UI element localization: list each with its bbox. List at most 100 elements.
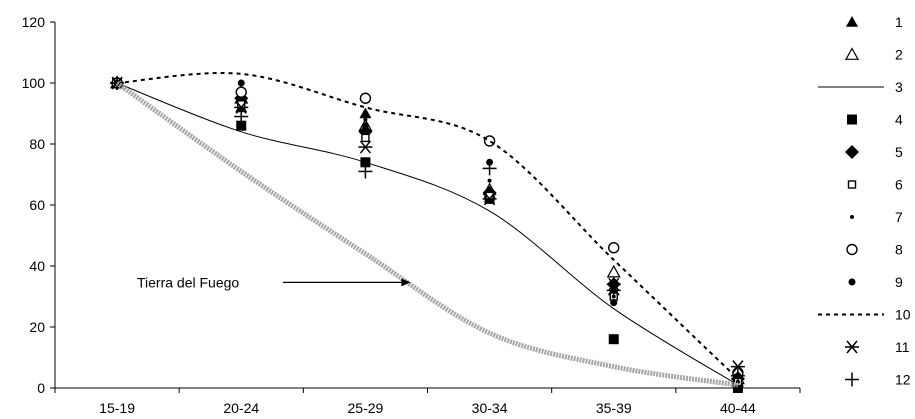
y-tick-label: 20	[29, 319, 45, 335]
data-point	[360, 157, 371, 168]
series-6	[112, 78, 743, 387]
x-tick-label: 40-44	[720, 400, 756, 416]
series-9	[113, 79, 742, 380]
legend-label: 10	[895, 307, 911, 323]
asterisk-stroke	[235, 100, 247, 114]
x-tick-label: 25-29	[348, 400, 384, 416]
legend-item-9: 9	[848, 274, 903, 290]
data-point	[234, 100, 249, 114]
series-4	[112, 78, 743, 393]
series-line	[117, 72, 739, 380]
x-tick-label: 30-34	[472, 400, 508, 416]
x-tick-label: 20-24	[223, 400, 259, 416]
legend-label: 12	[895, 372, 911, 388]
data-point	[608, 241, 620, 254]
legend-item-4: 4	[847, 112, 903, 128]
legend-marker	[846, 243, 858, 256]
legend-label: 3	[895, 79, 903, 95]
legend-item-11: 11	[845, 339, 910, 355]
legend-label: 7	[895, 209, 903, 225]
series-12	[110, 76, 745, 383]
data-point	[482, 161, 497, 176]
legend-marker	[847, 114, 857, 125]
series-5	[110, 76, 745, 386]
x-tick-label: 35-39	[596, 400, 632, 416]
series-11	[110, 76, 745, 374]
data-point	[363, 117, 368, 122]
data-point	[732, 383, 743, 393]
data-point	[361, 122, 369, 130]
data-point	[730, 368, 745, 383]
data-point	[358, 164, 373, 179]
axes: 0 20 40 60 80 100 120 15-19 20-24 25-29 30-34 35-39…	[22, 14, 801, 416]
series-3	[116, 82, 739, 386]
asterisk-stroke	[732, 360, 744, 374]
series-tierra-del-fuego	[115, 80, 739, 388]
legend-marker	[845, 372, 859, 387]
legend-label: 2	[895, 47, 903, 63]
data-point	[483, 135, 496, 147]
data-point	[236, 120, 247, 131]
series-2	[110, 75, 745, 385]
legend-label: 4	[895, 112, 903, 128]
series-line	[115, 80, 739, 388]
legend-label: 11	[895, 339, 910, 355]
data-point	[606, 283, 621, 298]
series-line	[116, 82, 739, 386]
series-8	[111, 77, 744, 379]
asterisk-stroke	[846, 340, 858, 354]
series-1	[111, 77, 744, 387]
x-tick-label: 15-19	[99, 400, 135, 416]
legend-marker	[848, 278, 856, 286]
legend-label: 9	[895, 274, 903, 290]
data-point	[606, 264, 621, 278]
data-point	[361, 133, 370, 143]
y-tick-label: 40	[29, 258, 45, 274]
data-point	[730, 360, 745, 374]
legend-item-6: 6	[847, 177, 903, 193]
y-tick-label: 100	[22, 75, 46, 91]
legend-label: 8	[895, 242, 903, 258]
asterisk-stroke	[484, 192, 496, 206]
asterisk-stroke	[359, 140, 371, 154]
annotation: Tierra del Fuego	[137, 274, 411, 290]
y-tick-label: 0	[37, 380, 45, 396]
legend-item-1: 1	[846, 14, 903, 30]
legend-label: 6	[895, 177, 903, 193]
data-point	[482, 192, 497, 206]
legend-item-12: 12	[845, 372, 911, 388]
legend-item-8: 8	[846, 242, 903, 258]
legend-marker	[847, 180, 857, 189]
data-point	[234, 109, 249, 124]
legend-marker	[845, 145, 859, 159]
data-point	[359, 107, 372, 119]
series-10	[117, 72, 739, 380]
series-7	[115, 81, 740, 384]
y-tick-label: 120	[22, 14, 46, 30]
legend-marker	[844, 47, 860, 60]
y-tick-label: 60	[29, 197, 45, 213]
data-point	[487, 178, 492, 183]
legend-item-2: 2	[844, 47, 903, 63]
annotation-arrowhead	[401, 278, 411, 287]
legend-item-10: 10	[818, 307, 911, 323]
y-tick-label: 80	[29, 136, 45, 152]
legend-item-3: 3	[818, 79, 903, 95]
series-layer	[110, 72, 745, 393]
legend-item-7: 7	[850, 209, 903, 225]
data-point	[358, 140, 373, 154]
data-point	[359, 92, 372, 104]
legend-label: 5	[895, 144, 903, 160]
data-point	[235, 86, 247, 98]
annotation-label: Tierra del Fuego	[137, 274, 239, 290]
data-point	[237, 79, 245, 87]
legend-marker	[850, 215, 854, 219]
legend-item-5: 5	[845, 144, 903, 160]
legend-label: 1	[895, 14, 903, 30]
data-point	[608, 334, 619, 345]
legend-marker	[846, 16, 858, 27]
legend-marker	[845, 340, 859, 354]
data-point	[610, 299, 618, 307]
